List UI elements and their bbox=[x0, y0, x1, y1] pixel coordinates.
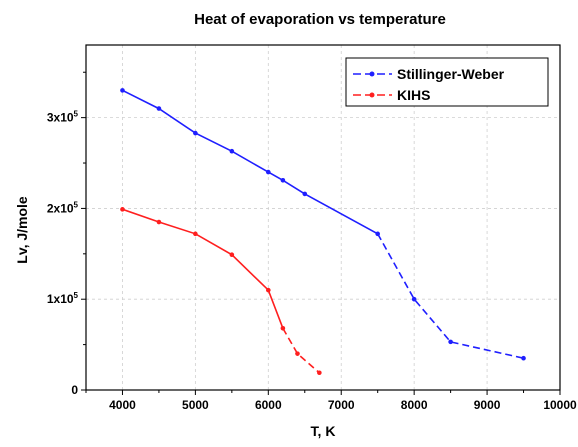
series-layer bbox=[120, 88, 526, 376]
data-point bbox=[411, 296, 417, 302]
legend-marker bbox=[369, 71, 375, 77]
legend-box bbox=[345, 57, 549, 107]
y-tick-exponent: 5 bbox=[74, 291, 79, 300]
plot-area bbox=[85, 44, 561, 391]
y-tick-base: 0 bbox=[71, 383, 78, 397]
data-point bbox=[120, 88, 125, 93]
data-point bbox=[302, 191, 308, 197]
legend-label: KIHS bbox=[397, 87, 430, 103]
x-tick-label: 8000 bbox=[401, 398, 428, 412]
x-tick-label: 5000 bbox=[182, 398, 209, 412]
y-axis-label: Lv, J/mole bbox=[14, 196, 30, 264]
series-line-dashed bbox=[282, 327, 320, 374]
y-tick-label: 0 bbox=[71, 383, 78, 397]
y-tick-base: 1x10 bbox=[47, 292, 74, 306]
y-tick-label: 3x105 bbox=[47, 110, 79, 125]
data-point bbox=[280, 177, 286, 183]
data-point bbox=[120, 207, 125, 212]
y-tick-exponent: 5 bbox=[74, 200, 79, 209]
data-point bbox=[448, 339, 453, 345]
data-point bbox=[266, 287, 271, 293]
data-point bbox=[156, 219, 162, 225]
y-tick-base: 2x10 bbox=[47, 201, 74, 215]
data-point bbox=[229, 252, 235, 258]
data-point bbox=[521, 355, 526, 361]
series-line-dashed bbox=[377, 233, 524, 359]
x-tick-label: 6000 bbox=[255, 398, 282, 412]
x-tick-label: 10000 bbox=[543, 398, 577, 412]
legend-marker bbox=[369, 92, 375, 98]
y-tick-label: 2x105 bbox=[47, 200, 79, 215]
data-point bbox=[193, 231, 198, 237]
series-line-solid bbox=[122, 89, 379, 235]
data-point bbox=[295, 351, 300, 356]
x-axis-label: T, K bbox=[311, 423, 336, 439]
tick-layer: 4000 5000 6000 7000 8000 9000 1000001x1052x105… bbox=[47, 71, 577, 412]
data-point bbox=[317, 370, 322, 376]
legend: Stillinger-Weber KIHS bbox=[345, 57, 549, 107]
data-point bbox=[280, 325, 286, 331]
data-point bbox=[193, 130, 198, 136]
x-tick-label: 7000 bbox=[328, 398, 355, 412]
data-point bbox=[156, 106, 162, 111]
legend-label: Stillinger-Weber bbox=[397, 66, 505, 82]
data-point bbox=[266, 169, 271, 175]
x-tick-label: 4000 bbox=[109, 398, 136, 412]
series-line-solid bbox=[122, 208, 284, 329]
data-point bbox=[229, 148, 235, 154]
y-tick-base: 3x10 bbox=[47, 111, 74, 125]
x-tick-label: 9000 bbox=[474, 398, 501, 412]
chart-title: Heat of evaporation vs temperature bbox=[194, 11, 446, 28]
grid-layer bbox=[86, 45, 560, 390]
data-point bbox=[375, 231, 380, 237]
y-tick-exponent: 5 bbox=[74, 110, 79, 119]
y-tick-label: 1x105 bbox=[47, 291, 79, 306]
